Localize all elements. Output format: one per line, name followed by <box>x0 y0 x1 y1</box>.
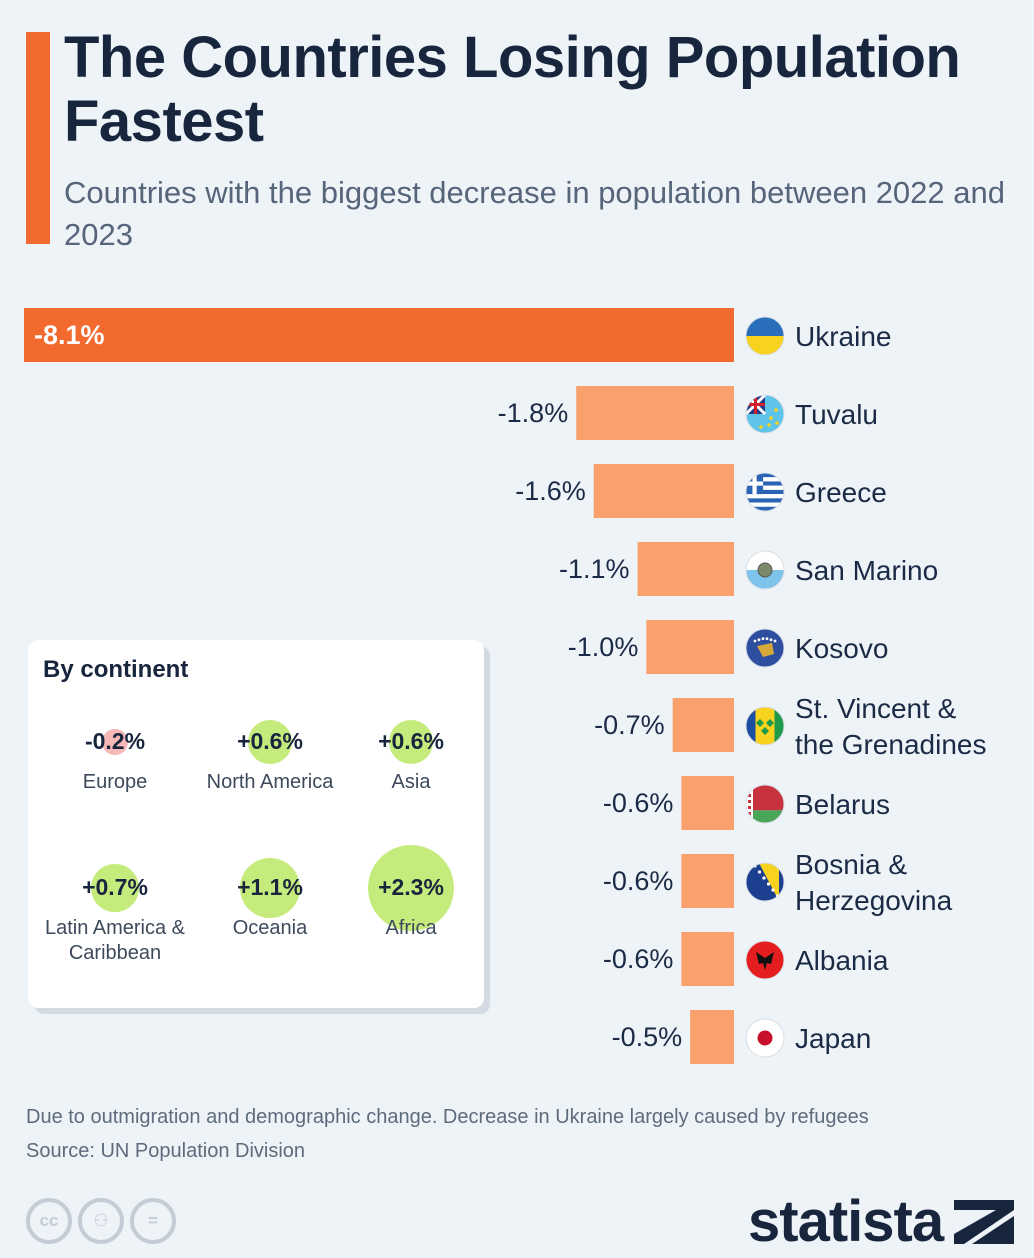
category-label: Bosnia & <box>795 849 907 880</box>
value-label: -0.5% <box>612 1022 683 1052</box>
continent-bubble <box>240 858 300 918</box>
bar <box>646 620 734 674</box>
bar <box>576 386 734 440</box>
continent-name: North America <box>206 771 334 793</box>
bar-row-kosovo: -1.0% Kosovo <box>568 620 888 674</box>
bar <box>690 1010 734 1064</box>
category-label: Japan <box>795 1023 871 1054</box>
continent-value: +0.7% <box>82 874 148 900</box>
attribution-icon: ⚇ <box>78 1198 124 1244</box>
st-vincent-flag-icon <box>745 706 785 746</box>
value-label: -1.0% <box>568 632 639 662</box>
kosovo-flag-icon <box>745 628 785 668</box>
chart-title: The Countries Losing Population Fastest <box>64 25 961 154</box>
category-label: Ukraine <box>795 321 891 352</box>
bosnia-flag-icon <box>745 862 785 902</box>
category-label: Albania <box>795 945 889 976</box>
continent-bubble <box>91 864 139 912</box>
title-accent-bar <box>26 32 50 244</box>
continent-bubble <box>102 729 128 755</box>
no-derivatives-icon: = <box>130 1198 176 1244</box>
greece-flag-icon <box>745 472 785 512</box>
category-label: St. Vincent & <box>795 693 957 724</box>
bar <box>681 932 734 986</box>
japan-flag-icon <box>745 1018 785 1058</box>
bar-row-bosnia-herzegovina: -0.6% Bosnia & Herzegovina <box>603 849 953 916</box>
continent-value: +0.6% <box>237 728 303 754</box>
bar-chart: -8.1% Ukraine -1.8% Tuvalu -1.6% Greece -1.1% S… <box>24 308 986 1064</box>
albania-flag-icon <box>745 940 785 980</box>
continent-name: Asia <box>391 771 431 793</box>
continent-bubble <box>368 845 454 931</box>
category-label: Kosovo <box>795 633 888 664</box>
continent-name: Latin America & Caribbean <box>44 917 186 964</box>
continent-bubble <box>389 720 433 764</box>
continent-name: Oceania <box>232 917 308 939</box>
continent-name: Africa <box>385 917 437 939</box>
statista-mark-icon <box>954 1200 1014 1244</box>
value-label: -0.7% <box>594 710 665 740</box>
continent-bubble <box>248 720 292 764</box>
tuvalu-flag-icon <box>745 394 785 434</box>
category-label: Greece <box>795 477 887 508</box>
category-label: San Marino <box>795 555 938 586</box>
category-label: Tuvalu <box>795 399 878 430</box>
continent-name: Europe <box>82 771 148 793</box>
bar <box>681 776 734 830</box>
value-label: -0.6% <box>603 866 674 896</box>
footnote: Due to outmigration and demographic chan… <box>26 1106 869 1128</box>
bar-row-albania: -0.6% Albania <box>603 932 889 986</box>
statista-logo: statista <box>748 1189 944 1254</box>
bar-row-st-vincent-the-grenadines: -0.7% St. Vincent & the Grenadines <box>594 693 986 760</box>
continent-legend-title: By continent <box>43 656 189 683</box>
value-label: -0.6% <box>603 944 674 974</box>
source-note: Source: UN Population Division <box>26 1140 306 1162</box>
license-icons: cc ⚇ = <box>26 1198 182 1244</box>
bar-row-san-marino: -1.1% San Marino <box>559 542 938 596</box>
category-label: Herzegovina <box>795 885 953 916</box>
bar-row-japan: -0.5% Japan <box>612 1010 871 1064</box>
belarus-flag-icon <box>745 784 785 824</box>
continent-value: +0.6% <box>378 728 444 754</box>
bar <box>637 542 734 596</box>
bar <box>681 854 734 908</box>
san-marino-flag-icon <box>745 550 785 590</box>
value-label: -0.6% <box>603 788 674 818</box>
bar-row-ukraine: -8.1% Ukraine <box>24 308 891 362</box>
value-label: -1.8% <box>498 398 569 428</box>
value-label: -1.1% <box>559 554 630 584</box>
bar <box>672 698 734 752</box>
bar <box>24 308 734 362</box>
chart-subtitle: Countries with the biggest decrease in p… <box>64 175 1005 252</box>
value-label: -8.1% <box>34 320 105 350</box>
bar <box>593 464 734 518</box>
bar-row-belarus: -0.6% Belarus <box>603 776 890 830</box>
category-label: Belarus <box>795 789 890 820</box>
bar-row-greece: -1.6% Greece <box>515 464 887 518</box>
continent-value: +1.1% <box>237 874 303 900</box>
ukraine-flag-icon <box>745 316 785 356</box>
value-label: -1.6% <box>515 476 586 506</box>
continent-value: +2.3% <box>378 874 444 900</box>
bar-row-tuvalu: -1.8% Tuvalu <box>498 386 878 440</box>
category-label: the Grenadines <box>795 729 986 760</box>
continent-legend: By continent -0.2% Europe +0.6% North Ameri… <box>28 640 484 1008</box>
continent-value: -0.2% <box>84 728 146 754</box>
cc-icon: cc <box>26 1198 72 1244</box>
